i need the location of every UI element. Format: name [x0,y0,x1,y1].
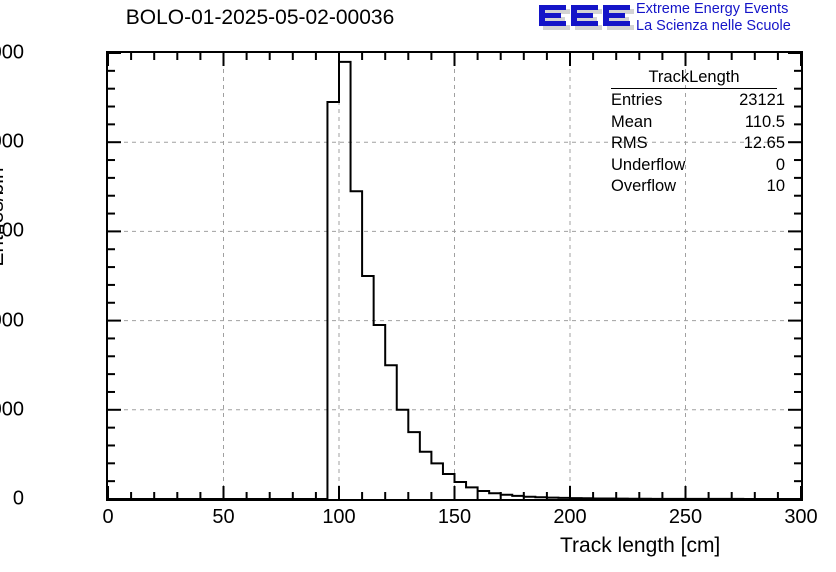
stats-row-value: 12.65 [743,134,785,152]
y-axis-tick-label: 2000 [0,309,24,332]
histogram-plot [108,53,801,499]
x-axis-tick-label: 200 [553,506,587,528]
stats-row-key: Entries [611,91,663,109]
stats-row: Mean 110.5 [598,112,788,134]
x-axis-tick-label: 100 [322,506,356,528]
eee-logo-text: Extreme Energy Events La Scienza nelle S… [636,1,791,35]
y-axis-tick-label: 5000 [0,41,24,64]
stats-row: Overflow 10 [598,176,788,198]
eee-logo-line2: La Scienza nelle Scuole [636,18,791,34]
stats-box-rows: Entries 23121 Mean 110.5 RMS 12.65 Underflow 0 O… [598,90,788,198]
x-axis-tick-label: 150 [437,506,472,528]
x-axis-tick-label: 250 [668,506,703,528]
histogram-step-line [108,60,801,499]
y-axis-tick-label: 1000 [0,398,24,421]
plot-area [108,53,801,499]
x-axis-title: Track length [cm] [560,534,721,557]
stats-row: Underflow 0 [598,155,788,177]
x-axis-tick-label: 300 [784,506,818,528]
stats-row-key: Overflow [611,177,677,195]
plot-frame [106,51,803,501]
stats-box: TrackLength Entries 23121 Mean 110.5 RMS 12.6… [598,68,788,198]
y-axis-tick-label: 3000 [0,219,24,242]
stats-row-key: Underflow [611,155,686,174]
stats-box-title: TrackLength [611,68,777,89]
page-title: BOLO-01-2025-05-02-00036 [125,6,395,29]
y-axis-tick-label: 0 [12,487,24,510]
stats-row-value: 23121 [739,91,785,109]
stats-row-key: Mean [611,112,653,131]
x-axis-tick-label: 0 [102,506,114,528]
eee-logo-line1: Extreme Energy Events [636,1,789,17]
stats-row-value: 110.5 [744,112,785,131]
stats-row: RMS 12.65 [598,133,788,155]
eee-logo-mark [539,5,634,30]
x-axis-tick-label: 50 [212,506,235,528]
stats-row: Entries 23121 [598,90,788,112]
stats-row-key: RMS [611,134,648,152]
y-axis-tick-label: 4000 [0,130,24,153]
stats-row-value: 0 [775,155,785,174]
stats-row-value: 10 [766,177,785,195]
eee-logo: Extreme Energy Events La Scienza nelle S… [536,1,836,37]
